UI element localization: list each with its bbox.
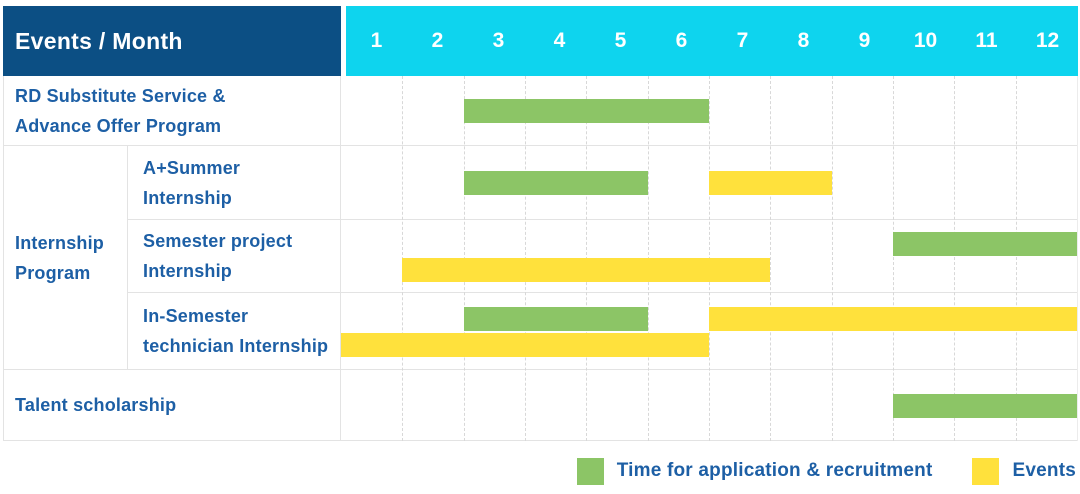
month-gridline [893, 76, 894, 441]
table-body: RD Substitute Service & Advance Offer Pro… [3, 76, 1078, 441]
gantt-bar-recruitment [463, 306, 648, 331]
month-label: 11 [975, 29, 998, 52]
month-label: 10 [913, 29, 938, 52]
row-label: Talent scholarship [4, 370, 340, 441]
month-header: 1 2 3 4 5 6 7 8 9 10 11 12 [346, 6, 1078, 76]
month-label: 5 [614, 29, 627, 52]
month-gridline [770, 76, 772, 441]
row-label-line: Semester project [143, 231, 293, 251]
month-label: 2 [431, 29, 444, 52]
month-gridline [1015, 76, 1017, 441]
row-label-line: Internship [143, 261, 233, 281]
month-label: 7 [736, 29, 749, 52]
month-label: 8 [797, 29, 810, 52]
gantt-bar-recruitment [463, 171, 648, 195]
legend-swatch-events [972, 457, 1000, 485]
month-gridline [831, 76, 833, 441]
group-label: Internship Program [4, 146, 127, 370]
row-label-line: Talent scholarship [15, 395, 177, 415]
row-label: A+Summer Internship [127, 146, 340, 220]
gantt-bar-events [709, 171, 832, 195]
gantt-grid [341, 76, 1078, 441]
row-label-line: Internship [143, 187, 233, 208]
month-label: 12 [1035, 29, 1060, 52]
row-label-line: technician Internship [143, 336, 329, 356]
gantt-table: Events / Month 1 2 3 4 5 6 7 8 9 10 11 12 RD Substi… [3, 6, 1078, 441]
row-label-line: In-Semester [143, 306, 249, 326]
legend-item: Time for application & recruitment [576, 457, 933, 485]
month-label: 4 [553, 29, 566, 52]
month-label: 1 [370, 29, 383, 52]
month-label: 6 [675, 29, 688, 52]
header-row: Events / Month 1 2 3 4 5 6 7 8 9 10 11 12 [3, 6, 1078, 76]
legend-label: Time for application & recruitment [616, 460, 933, 481]
legend-label: Events [1012, 460, 1076, 481]
row-label-line: RD Substitute Service & [15, 85, 226, 106]
row-label-line: Advance Offer Program [15, 115, 222, 136]
gantt-bar-recruitment [893, 231, 1077, 256]
gantt-bar-events [341, 332, 709, 357]
legend-swatch-recruitment [576, 457, 604, 485]
row-label: In-Semester technician Internship [127, 293, 340, 370]
row-label-line: Program [15, 262, 91, 283]
legend-item: Events [972, 457, 1076, 485]
month-label: 9 [858, 29, 871, 52]
row-label-panel: RD Substitute Service & Advance Offer Pro… [3, 76, 341, 441]
month-gridline [954, 76, 956, 441]
gantt-bar-events [709, 306, 1077, 331]
row-label: RD Substitute Service & Advance Offer Pro… [4, 76, 340, 146]
row-label-line: Internship [15, 232, 105, 253]
legend: Time for application & recruitment Events [537, 456, 1076, 486]
row-label: Semester project Internship [127, 220, 340, 293]
month-label: 3 [492, 29, 505, 52]
table-title: Events / Month [3, 6, 341, 76]
gantt-bar-recruitment [893, 393, 1077, 418]
gantt-bar-events [402, 257, 771, 282]
gantt-bar-recruitment [463, 99, 709, 123]
row-label-line: A+Summer [143, 157, 241, 178]
header-divider [341, 6, 346, 76]
